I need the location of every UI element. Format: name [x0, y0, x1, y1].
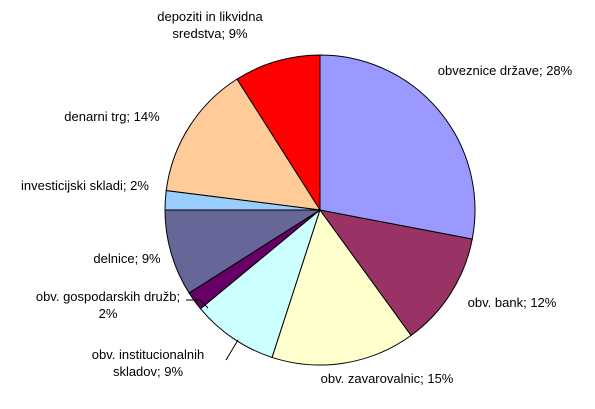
- slice-label: depoziti in likvidna sredstva; 9%: [130, 8, 290, 42]
- value-label: 14%: [133, 109, 160, 124]
- category-label: obv. institucionalnih skladov;: [91, 347, 205, 379]
- pie-slice: [319, 54, 476, 240]
- pie-slice: [318, 209, 473, 337]
- pie-slice: [164, 209, 322, 294]
- pie-slice: [165, 78, 321, 211]
- slice-label: obv. bank; 12%: [432, 294, 592, 311]
- slice-label: denarni trg; 14%: [32, 108, 192, 125]
- category-label: depoziti in likvidna sredstva;: [157, 9, 263, 41]
- value-label: 15%: [427, 371, 454, 386]
- category-label: obv. zavarovalnic;: [320, 371, 424, 386]
- value-label: 2%: [130, 178, 149, 193]
- slice-label: obv. institucionalnih skladov; 9%: [68, 346, 228, 380]
- leader-line: [225, 339, 239, 361]
- slice-label: investicijski skladi; 2%: [5, 177, 165, 194]
- value-label: 9%: [164, 364, 184, 379]
- value-label: 9%: [228, 26, 248, 41]
- pie-slice: [271, 208, 412, 366]
- value-label: 9%: [141, 251, 161, 266]
- value-label: 12%: [530, 295, 557, 310]
- category-label: obv. gospodarskih družb;: [35, 289, 181, 304]
- category-label: obv. bank;: [467, 295, 527, 310]
- pie-slice: [199, 208, 322, 359]
- slice-label: delnice; 9%: [67, 250, 187, 267]
- category-label: obveznice države;: [437, 63, 543, 78]
- slice-label: obveznice države; 28%: [435, 62, 575, 79]
- pie-slice: [236, 54, 321, 212]
- category-label: delnice;: [93, 251, 139, 266]
- slice-label: obv. zavarovalnic; 15%: [312, 370, 462, 387]
- value-label: 2%: [98, 306, 118, 321]
- category-label: investicijski skladi;: [21, 178, 127, 193]
- value-label: 28%: [546, 63, 573, 78]
- category-label: denarni trg;: [64, 109, 131, 124]
- slice-label: obv. gospodarskih družb; 2%: [33, 288, 183, 322]
- leader-line: [186, 299, 209, 309]
